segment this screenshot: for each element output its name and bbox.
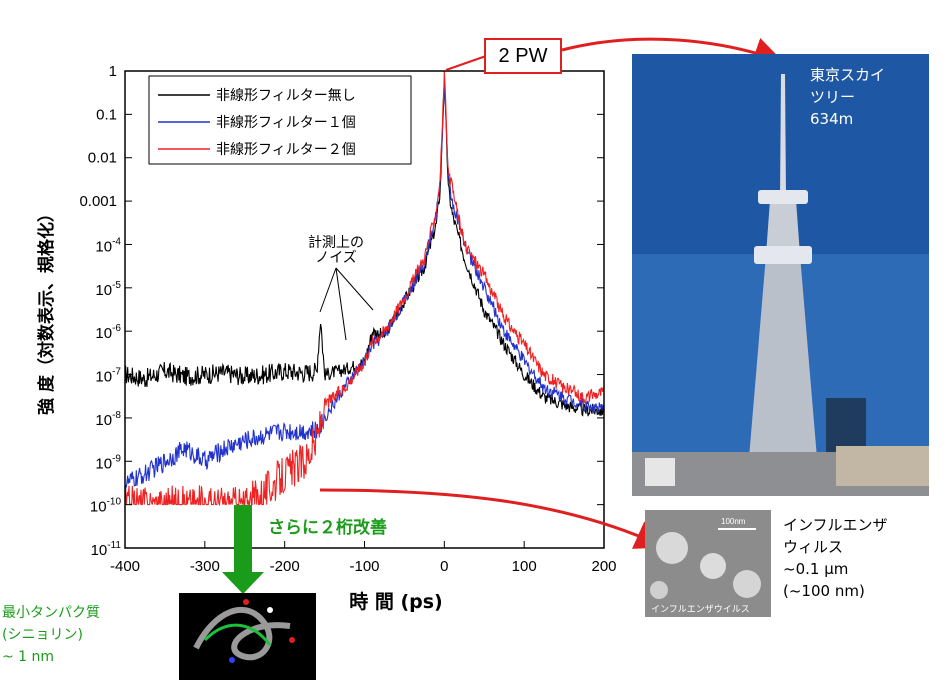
noise-label-line2: ノイズ bbox=[315, 250, 357, 266]
improvement-label: さらに２桁改善 bbox=[268, 518, 387, 538]
protein-line3: ~ 1 nm bbox=[2, 649, 55, 665]
x-tick-label: -200 bbox=[270, 558, 300, 575]
legend-label-two: 非線形フィルター２個 bbox=[216, 142, 356, 158]
protein-image bbox=[179, 593, 316, 680]
virus-size-nm: (~100 nm) bbox=[783, 582, 865, 600]
y-tick-label: 10-10 bbox=[90, 497, 122, 516]
y-tick-label: 10-6 bbox=[95, 323, 121, 342]
y-axis-label: 強 度（対数表示、規格化） bbox=[36, 205, 57, 415]
virus-name-line2: ウィルス bbox=[783, 538, 844, 556]
peak-power-callout: 2 PW bbox=[484, 38, 562, 74]
y-tick-label: 10-9 bbox=[95, 453, 121, 472]
x-tick-label: -400 bbox=[110, 558, 140, 575]
x-tick-label: -300 bbox=[190, 558, 220, 575]
x-tick-label: -100 bbox=[349, 558, 379, 575]
noise-label-line1: 計測上の bbox=[308, 235, 364, 251]
x-tick-label: 100 bbox=[512, 558, 537, 575]
tower-name-line1: 東京スカイ bbox=[810, 66, 886, 84]
y-tick-label: 0.01 bbox=[88, 150, 117, 167]
y-tick-label: 10-4 bbox=[95, 236, 121, 255]
protein-line2: (シニョリン) bbox=[2, 627, 83, 643]
skytree-photo bbox=[632, 54, 929, 496]
y-tick-label: 0.1 bbox=[96, 106, 117, 123]
virus-caption: インフルエンザ ウィルス ~0.1 μm (~100 nm) bbox=[783, 514, 888, 602]
virus-name-line1: インフルエンザ bbox=[783, 516, 888, 534]
tower-name-line2: ツリー bbox=[810, 88, 856, 106]
x-tick-label: 0 bbox=[440, 558, 448, 575]
y-tick-label: 10-8 bbox=[95, 410, 121, 429]
arrow-to-tower bbox=[561, 37, 784, 67]
y-tick-label: 10-5 bbox=[95, 280, 121, 299]
x-tick-label: 200 bbox=[591, 558, 616, 575]
y-tick-label: 1 bbox=[109, 63, 117, 80]
series-line-2 bbox=[124, 70, 605, 507]
noise-annotation: 計測上の ノイズ bbox=[308, 235, 374, 341]
y-tick-label: 10-7 bbox=[95, 367, 121, 386]
legend-label-one: 非線形フィルター１個 bbox=[216, 115, 356, 131]
arrow-to-virus bbox=[319, 488, 666, 549]
virus-image-caption: インフルエンザウイルス bbox=[651, 605, 750, 615]
y-tick-label: 10-11 bbox=[91, 540, 122, 559]
virus-photo bbox=[645, 510, 771, 617]
virus-size-um: ~0.1 μm bbox=[783, 560, 849, 578]
x-axis-label: 時 間 (ps) bbox=[349, 591, 443, 613]
y-tick-label: 0.001 bbox=[79, 193, 117, 210]
legend: 非線形フィルター無し 非線形フィルター１個 非線形フィルター２個 bbox=[148, 75, 412, 165]
legend-label-none: 非線形フィルター無し bbox=[216, 88, 356, 104]
green-down-arrow bbox=[222, 505, 264, 594]
callout-pointer bbox=[445, 55, 487, 71]
protein-caption: 最小タンパク質 (シニョリン) ~ 1 nm bbox=[2, 602, 100, 668]
tower-height: 634m bbox=[810, 110, 854, 128]
virus-scale-label: 100nm bbox=[721, 517, 746, 526]
protein-line1: 最小タンパク質 bbox=[2, 605, 100, 621]
tower-caption: 東京スカイ ツリー 634m bbox=[810, 64, 930, 130]
